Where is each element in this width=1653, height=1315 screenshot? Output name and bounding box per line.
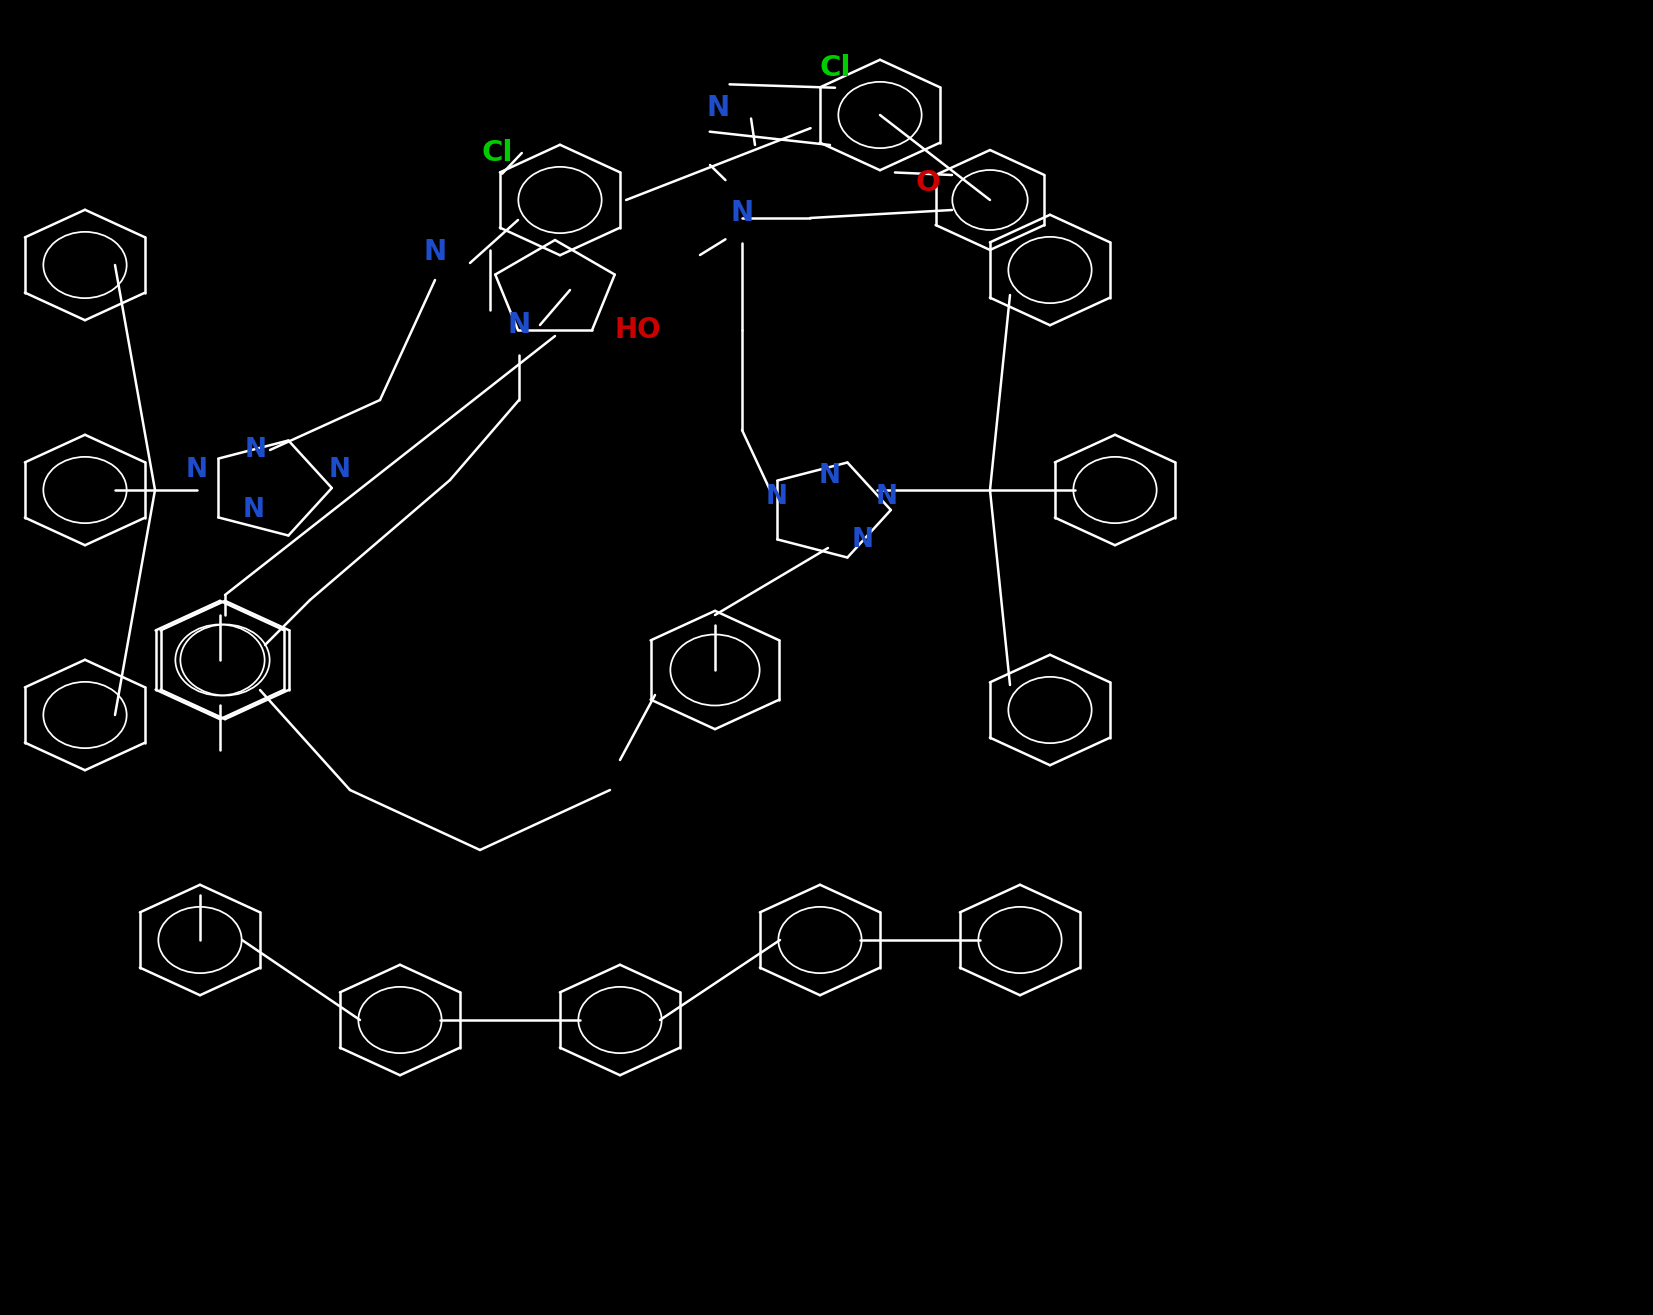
Text: N: N xyxy=(243,497,264,523)
Text: N: N xyxy=(507,312,531,339)
Text: N: N xyxy=(187,458,208,483)
Text: N: N xyxy=(245,437,268,463)
Text: N: N xyxy=(851,527,874,554)
Text: O: O xyxy=(916,170,941,197)
Text: Cl: Cl xyxy=(820,54,851,82)
Text: HO: HO xyxy=(615,316,661,345)
Text: N: N xyxy=(329,458,350,483)
Text: N: N xyxy=(706,93,729,122)
Text: N: N xyxy=(765,484,788,510)
Text: N: N xyxy=(423,238,446,266)
Text: N: N xyxy=(731,199,754,227)
Text: N: N xyxy=(818,463,841,489)
Text: Cl: Cl xyxy=(481,139,512,167)
Text: N: N xyxy=(876,484,898,510)
